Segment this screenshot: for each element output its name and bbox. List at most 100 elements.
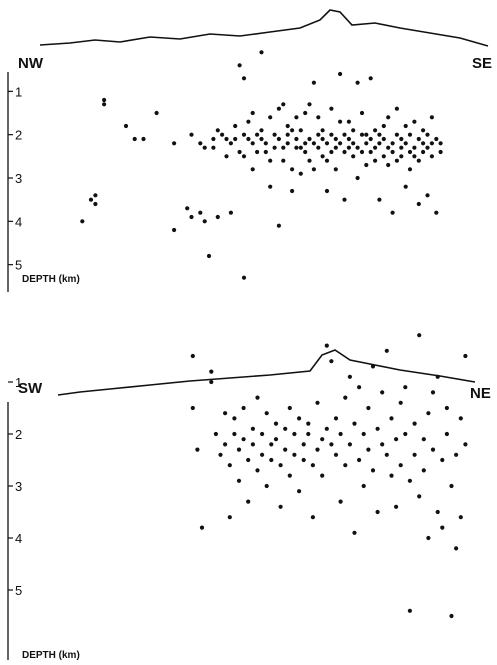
data-point bbox=[438, 149, 443, 155]
data-point bbox=[440, 457, 445, 463]
data-point bbox=[366, 447, 371, 452]
data-point bbox=[381, 154, 386, 159]
cross-section-nw-se: NW SE 1 2 3 4 5 DEPTH (km) bbox=[0, 0, 497, 310]
data-point bbox=[301, 442, 306, 447]
data-point bbox=[283, 447, 288, 452]
data-point bbox=[311, 167, 316, 172]
data-point bbox=[259, 50, 264, 55]
data-point bbox=[264, 483, 269, 489]
data-point bbox=[449, 483, 454, 489]
data-point bbox=[444, 431, 449, 437]
data-point bbox=[246, 499, 251, 504]
data-point bbox=[228, 210, 233, 215]
data-point bbox=[132, 136, 137, 142]
data-point bbox=[259, 136, 264, 142]
data-point bbox=[198, 141, 203, 146]
data-point bbox=[416, 136, 421, 142]
data-point bbox=[199, 525, 205, 530]
end-label-left: SW bbox=[18, 380, 43, 397]
data-point bbox=[386, 115, 391, 120]
data-point bbox=[246, 136, 251, 142]
data-point bbox=[425, 145, 430, 150]
data-point bbox=[172, 227, 177, 233]
data-point bbox=[454, 452, 459, 457]
data-point bbox=[93, 193, 98, 198]
data-point bbox=[311, 80, 316, 85]
data-point bbox=[232, 416, 237, 421]
data-point bbox=[329, 106, 334, 111]
data-point bbox=[324, 343, 329, 348]
data-point bbox=[269, 442, 274, 447]
data-point bbox=[211, 136, 216, 142]
data-point bbox=[278, 463, 283, 468]
data-point bbox=[211, 145, 216, 150]
data-point bbox=[195, 447, 200, 452]
data-point bbox=[359, 132, 365, 137]
end-label-left: NW bbox=[18, 55, 44, 72]
data-point bbox=[236, 478, 242, 483]
data-point bbox=[292, 431, 297, 437]
data-point bbox=[398, 400, 403, 405]
y-tick-label: 3 bbox=[15, 171, 22, 186]
data-point bbox=[394, 437, 399, 442]
data-point bbox=[421, 128, 426, 133]
data-point bbox=[426, 411, 431, 416]
data-point bbox=[320, 136, 325, 142]
data-point bbox=[389, 473, 394, 478]
data-point bbox=[343, 395, 348, 400]
data-point bbox=[260, 431, 265, 437]
data-point bbox=[189, 214, 194, 220]
data-point bbox=[449, 613, 454, 619]
data-point bbox=[375, 509, 380, 515]
data-point bbox=[290, 188, 295, 194]
data-point bbox=[364, 141, 369, 146]
data-point bbox=[88, 197, 94, 202]
data-point bbox=[324, 141, 330, 146]
data-point bbox=[434, 210, 439, 215]
data-point bbox=[306, 431, 311, 437]
data-point bbox=[398, 463, 403, 468]
data-point bbox=[377, 141, 382, 146]
data-point bbox=[421, 468, 426, 473]
data-point bbox=[338, 119, 343, 124]
data-point bbox=[403, 431, 408, 437]
data-point bbox=[407, 132, 413, 137]
data-point bbox=[430, 447, 436, 452]
data-point bbox=[412, 154, 417, 159]
data-point bbox=[329, 359, 334, 364]
data-point bbox=[241, 154, 247, 159]
data-point bbox=[390, 149, 395, 155]
data-point bbox=[255, 132, 260, 137]
data-point bbox=[316, 115, 321, 120]
data-point bbox=[343, 463, 348, 468]
data-point bbox=[417, 494, 422, 499]
data-point bbox=[333, 145, 338, 150]
data-point bbox=[233, 123, 238, 129]
data-point bbox=[375, 426, 380, 431]
data-point bbox=[250, 141, 255, 146]
data-point bbox=[263, 149, 268, 155]
data-point bbox=[294, 115, 299, 120]
data-point bbox=[412, 452, 417, 457]
data-point bbox=[361, 431, 366, 437]
data-point bbox=[403, 123, 408, 129]
data-point bbox=[324, 426, 329, 431]
data-point bbox=[412, 421, 417, 426]
data-point bbox=[352, 530, 357, 535]
data-point bbox=[260, 452, 265, 457]
y-tick-label: 3 bbox=[15, 479, 22, 494]
data-point bbox=[285, 141, 290, 146]
data-point bbox=[246, 119, 251, 124]
data-point bbox=[463, 353, 468, 359]
data-point bbox=[294, 136, 299, 142]
data-point bbox=[227, 515, 232, 520]
data-point bbox=[373, 158, 378, 163]
data-point bbox=[281, 145, 286, 150]
data-point bbox=[373, 145, 378, 150]
data-point bbox=[407, 478, 412, 483]
data-point bbox=[403, 184, 408, 189]
data-point bbox=[310, 515, 315, 520]
data-point bbox=[285, 132, 290, 137]
scatter-plot-nw-se: NW SE 1 2 3 4 5 DEPTH (km) bbox=[7, 9, 492, 292]
data-point bbox=[250, 426, 255, 431]
